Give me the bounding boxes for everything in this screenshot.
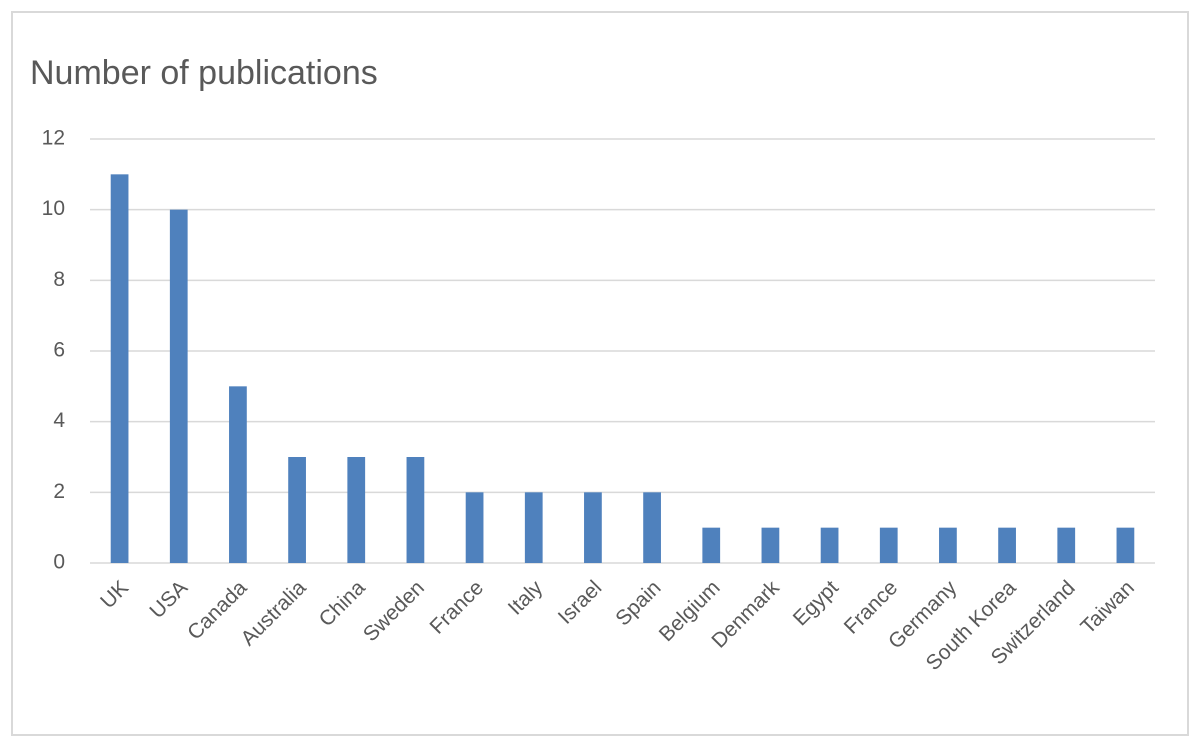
bar [879,527,898,563]
bar [229,386,247,563]
bar [820,527,839,563]
y-tick-label: 0 [53,551,65,574]
bar [465,492,484,563]
chart-frame [11,11,1189,736]
bar [1057,527,1076,563]
bar [524,492,543,563]
bar [702,527,721,563]
y-tick-label: 6 [53,339,65,362]
y-tick-label: 4 [53,409,65,432]
bar [288,457,306,563]
bar [347,457,366,563]
y-tick-label: 2 [53,480,65,503]
bar [169,209,188,563]
y-tick-label: 12 [42,127,65,150]
y-tick-label: 8 [53,268,65,291]
bar [998,527,1016,563]
bar [584,492,602,563]
bar [761,527,780,563]
bar [643,492,661,563]
chart-title: Number of publications [30,54,378,92]
y-tick-label: 10 [42,197,65,220]
bar [110,174,129,564]
bar [1116,527,1135,563]
bar [939,527,957,563]
bar [406,457,425,563]
